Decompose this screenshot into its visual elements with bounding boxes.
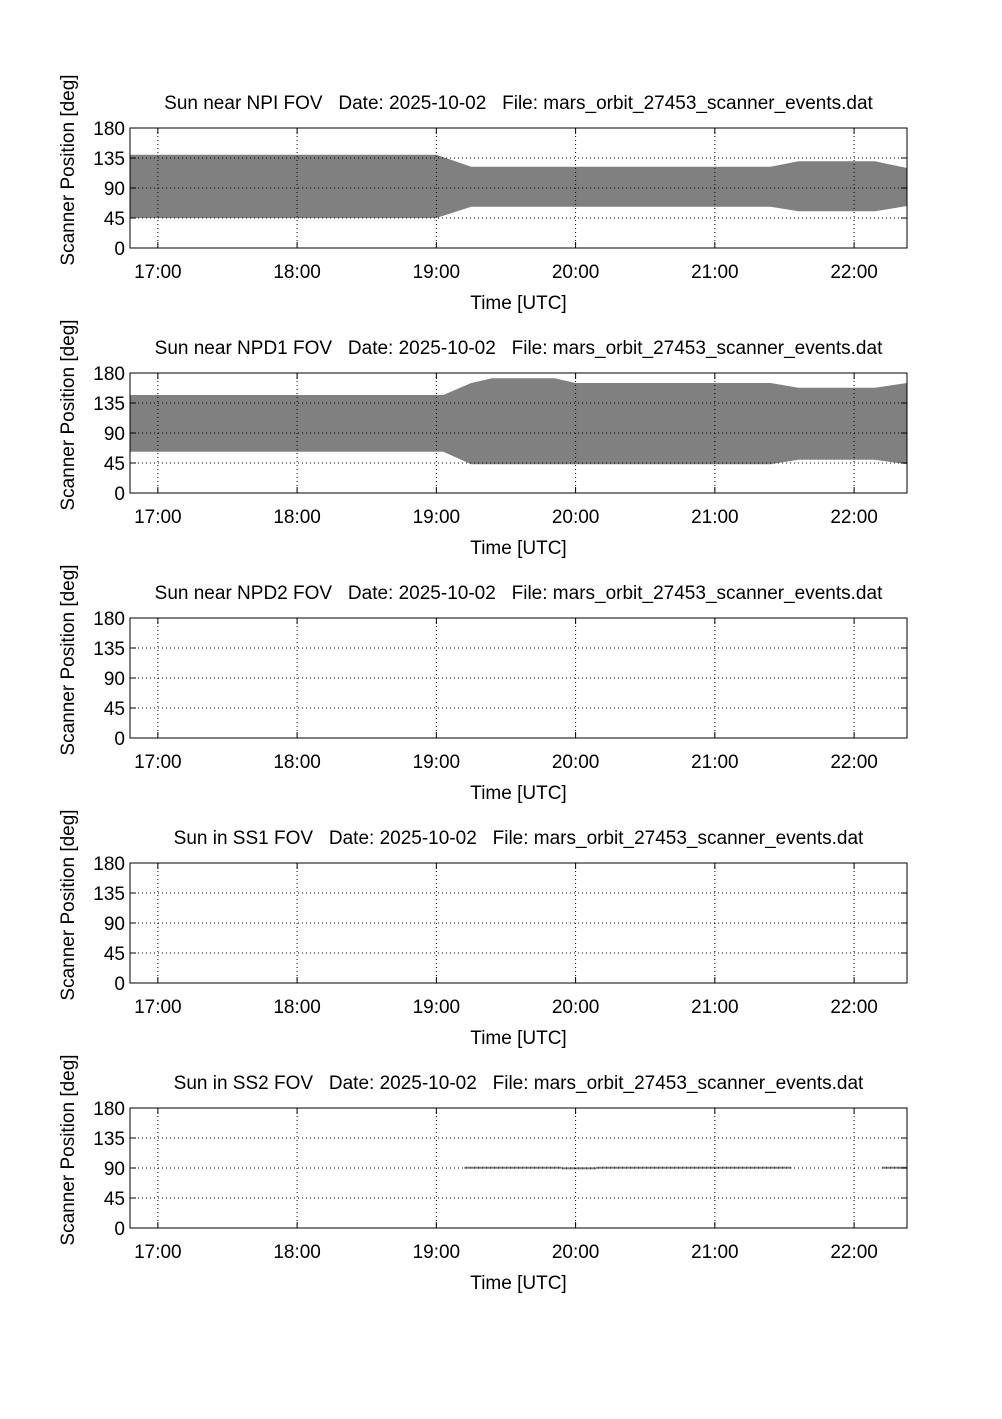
y-tick-label: 180 (93, 609, 125, 630)
y-tick-label: 0 (114, 239, 125, 260)
y-tick-label: 135 (93, 639, 125, 660)
y-tick-label: 135 (93, 884, 125, 905)
scanner-fov-band (130, 154, 907, 218)
y-tick-label: 90 (104, 179, 125, 200)
x-tick-label: 22:00 (830, 997, 878, 1018)
x-tick-label: 22:00 (830, 1242, 878, 1263)
y-tick-label: 90 (104, 669, 125, 690)
x-tick-label: 20:00 (552, 997, 600, 1018)
scanner-fov-segment-2 (561, 1167, 597, 1170)
chart-panel-3: 17:00 18:00 19:00 20:00 21:00 22:00 0 45 90 135 18… (58, 564, 908, 804)
y-tick-label: 0 (114, 484, 125, 505)
x-tick-label: 17:00 (134, 1242, 182, 1263)
chart-panel-2: 17:00 18:00 19:00 20:00 21:00 22:00 0 45 90 135 18… (58, 319, 908, 559)
chart-title: Sun in SS2 FOV Date: 2025-10-02 File: ma… (174, 1073, 864, 1094)
chart-title: Sun near NPI FOV Date: 2025-10-02 File: … (164, 93, 873, 114)
y-tick-label: 180 (93, 854, 125, 875)
scanner-fov-segment-1 (464, 1166, 562, 1169)
y-axis-label: Scanner Position [deg] (58, 1054, 79, 1245)
x-tick-label: 18:00 (273, 997, 321, 1018)
chart-title: Sun in SS1 FOV Date: 2025-10-02 File: ma… (174, 828, 864, 849)
x-tick-label: 20:00 (552, 1242, 600, 1263)
y-axis-label: Scanner Position [deg] (58, 564, 79, 755)
y-tick-label: 45 (104, 944, 125, 965)
x-tick-label: 17:00 (134, 507, 182, 528)
x-tick-label: 19:00 (413, 997, 461, 1018)
y-tick-label: 90 (104, 424, 125, 445)
y-tick-label: 180 (93, 1099, 125, 1120)
y-tick-label: 135 (93, 149, 125, 170)
y-tick-label: 0 (114, 974, 125, 995)
y-tick-label: 0 (114, 1219, 125, 1240)
x-tick-label: 18:00 (273, 1242, 321, 1263)
scanner-fov-band (130, 378, 907, 465)
chart-panel-4: 17:00 18:00 19:00 20:00 21:00 22:00 0 45 90 135 18… (58, 809, 908, 1049)
x-tick-label: 19:00 (413, 262, 461, 283)
x-tick-label: 19:00 (413, 752, 461, 773)
x-tick-label: 22:00 (830, 507, 878, 528)
x-tick-label: 19:00 (413, 507, 461, 528)
x-tick-label: 18:00 (273, 752, 321, 773)
x-tick-label: 20:00 (552, 752, 600, 773)
y-tick-label: 45 (104, 454, 125, 475)
chart-title: Sun near NPD2 FOV Date: 2025-10-02 File:… (155, 583, 883, 604)
x-tick-label: 17:00 (134, 997, 182, 1018)
x-tick-label: 18:00 (273, 262, 321, 283)
y-tick-label: 45 (104, 699, 125, 720)
x-axis-label: Time [UTC] (470, 538, 566, 559)
y-tick-label: 45 (104, 209, 125, 230)
x-tick-label: 21:00 (691, 507, 739, 528)
y-axis-label: Scanner Position [deg] (58, 319, 79, 510)
y-tick-label: 45 (104, 1189, 125, 1210)
x-tick-label: 21:00 (691, 1242, 739, 1263)
x-tick-label: 22:00 (830, 262, 878, 283)
x-tick-label: 21:00 (691, 262, 739, 283)
y-axis-label: Scanner Position [deg] (58, 74, 79, 265)
x-tick-label: 20:00 (552, 507, 600, 528)
x-axis-label: Time [UTC] (470, 1273, 566, 1294)
x-axis-label: Time [UTC] (470, 293, 566, 314)
x-axis-label: Time [UTC] (470, 1028, 566, 1049)
x-tick-label: 21:00 (691, 997, 739, 1018)
y-tick-label: 0 (114, 729, 125, 750)
x-tick-label: 17:00 (134, 752, 182, 773)
chart-panel-1: 17:00 18:00 19:00 20:00 21:00 22:00 0 45 90 135 18… (58, 74, 908, 314)
y-tick-label: 135 (93, 1129, 125, 1150)
y-tick-label: 90 (104, 1159, 125, 1180)
x-axis-label: Time [UTC] (470, 783, 566, 804)
y-tick-label: 135 (93, 394, 125, 415)
y-axis-label: Scanner Position [deg] (58, 809, 79, 1000)
chart-panel-5: 17:00 18:00 19:00 20:00 21:00 22:00 0 45 90 135 18… (58, 1054, 908, 1294)
x-tick-label: 18:00 (273, 507, 321, 528)
x-tick-label: 19:00 (413, 1242, 461, 1263)
x-tick-label: 21:00 (691, 752, 739, 773)
y-tick-label: 180 (93, 364, 125, 385)
y-tick-label: 180 (93, 119, 125, 140)
x-tick-label: 22:00 (830, 752, 878, 773)
scanner-fov-segment-3 (596, 1166, 792, 1169)
chart-title: Sun near NPD1 FOV Date: 2025-10-02 File:… (155, 338, 883, 359)
y-tick-label: 90 (104, 914, 125, 935)
x-tick-label: 17:00 (134, 262, 182, 283)
x-tick-label: 20:00 (552, 262, 600, 283)
